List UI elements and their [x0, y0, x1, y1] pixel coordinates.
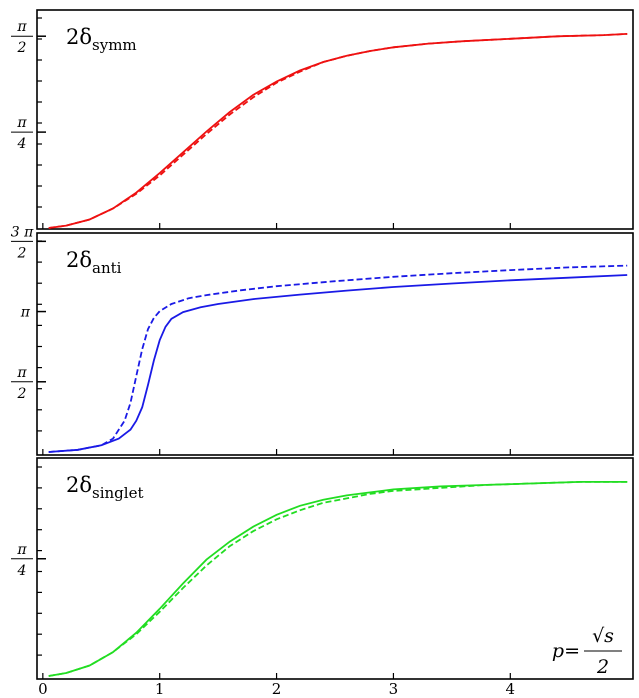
y-tick-numerator: π — [16, 542, 27, 558]
panel-frame — [36, 232, 634, 456]
y-tick-denominator: 4 — [17, 563, 27, 579]
y-tick-denominator: 4 — [17, 136, 27, 152]
y-tick-label: 3 π2 — [11, 224, 34, 261]
y-tick-label: π4 — [11, 542, 33, 579]
panel-frame — [36, 457, 634, 680]
series-line-dashed — [48, 33, 628, 229]
y-tick-denominator: 2 — [17, 245, 27, 261]
series-line-solid — [48, 481, 628, 677]
y-tick-label: π2 — [11, 19, 33, 56]
series-line-solid — [48, 33, 628, 229]
x-tick-label: 2 — [272, 680, 282, 698]
y-tick-numerator: π — [16, 115, 27, 131]
panel-label: 2δsymm — [66, 25, 137, 54]
y-tick-denominator: 2 — [17, 386, 27, 402]
y-tick-numerator: 3 π — [11, 224, 34, 240]
series-line-dashed — [48, 264, 628, 453]
x-axis-title-numerator: √s — [592, 625, 614, 647]
x-tick-label: 1 — [155, 680, 165, 698]
y-tick-denominator: 2 — [17, 40, 27, 56]
panel-frame — [36, 9, 634, 230]
series-line-solid — [48, 274, 628, 453]
x-axis: 0 1 2 3 4 p= √s 2 — [38, 625, 622, 698]
y-tick-label: π4 — [11, 115, 33, 152]
x-tick-label: 0 — [38, 680, 48, 698]
series-line-dashed — [48, 481, 628, 677]
x-tick-label: 4 — [506, 680, 516, 698]
y-tick-label: π2 — [11, 365, 33, 402]
y-tick-numerator: π — [16, 19, 27, 35]
x-axis-title: p= √s 2 — [552, 625, 622, 678]
y-tick-label: π — [20, 305, 31, 321]
y-tick-numerator: π — [16, 365, 27, 381]
y-tick-numerator: π — [20, 305, 31, 321]
panel-label: 2δsinglet — [66, 473, 143, 502]
panel-label: 2δanti — [66, 248, 122, 277]
x-axis-title-lhs: p= — [552, 640, 580, 662]
x-tick-label: 3 — [389, 680, 399, 698]
x-axis-title-denominator: 2 — [596, 656, 609, 678]
